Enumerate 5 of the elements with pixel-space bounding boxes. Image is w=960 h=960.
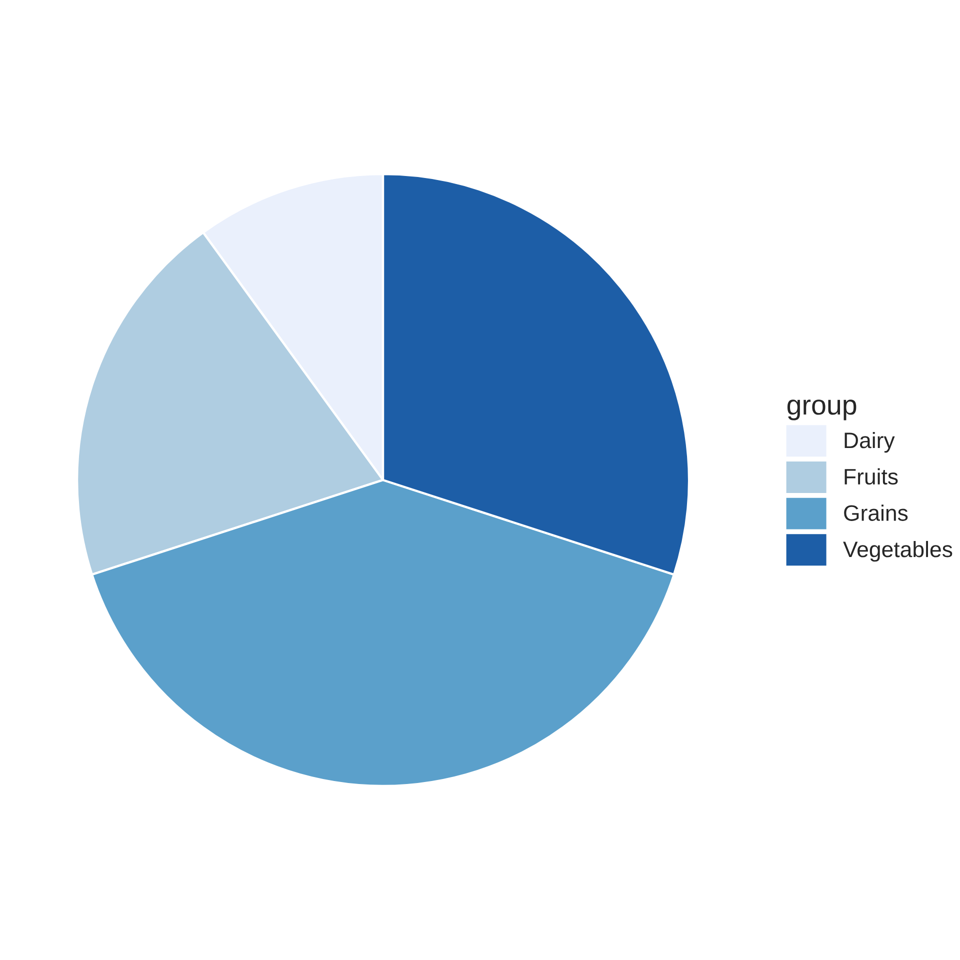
legend-label: Dairy	[844, 432, 895, 453]
legend-label: Grains	[844, 504, 908, 521]
legend-label: Vegetables	[843, 540, 952, 562]
legend-label: Fruits	[844, 468, 898, 485]
legend-title: group	[787, 400, 856, 420]
